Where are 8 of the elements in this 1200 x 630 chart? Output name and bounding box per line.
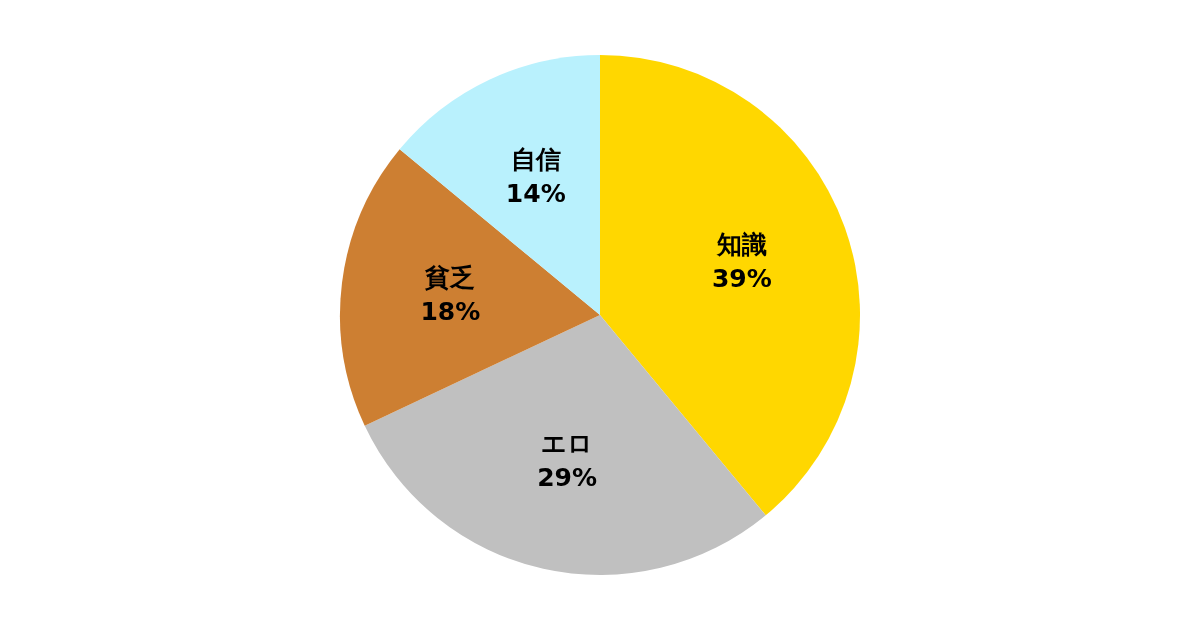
slice-label: 知識 xyxy=(715,230,767,260)
slice-label: 貧乏 xyxy=(424,262,476,292)
data-label: 39% xyxy=(711,264,772,294)
data-label: 14% xyxy=(505,179,566,209)
data-label: 29% xyxy=(537,462,598,492)
slice-label: 自信 xyxy=(510,145,561,175)
slice-label: エロ xyxy=(541,428,594,458)
data-label: 18% xyxy=(420,296,481,326)
